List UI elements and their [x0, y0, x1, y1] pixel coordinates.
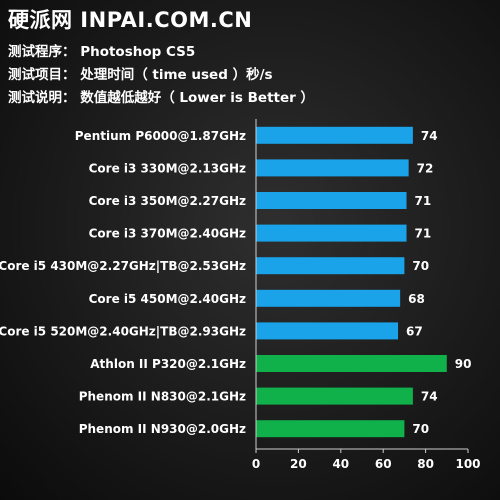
bar-intel — [256, 224, 407, 242]
bar-intel — [256, 159, 409, 177]
bar-intel — [256, 322, 399, 340]
bar-intel — [256, 289, 401, 307]
data-label: 71 — [415, 194, 432, 208]
data-label: 90 — [455, 357, 472, 371]
x-tick-label: 80 — [417, 457, 434, 471]
info-line-metric: 测试项目： 处理时间（ time used ）秒/s — [8, 67, 273, 83]
x-tick-label: 0 — [252, 457, 260, 471]
category-label: Core i5 520M@2.40GHz|TB@2.93GHz — [0, 324, 246, 338]
category-label: Core i5 450M@2.40GHz — [89, 292, 246, 306]
category-label: Phenom II N930@2.0GHz — [79, 422, 246, 436]
bar-amd — [256, 355, 447, 372]
category-label: Core i3 350M@2.27GHz — [89, 194, 246, 208]
x-tick-label: 100 — [455, 457, 480, 471]
chart-title: 硬派网 INPAI.COM.CN — [8, 8, 253, 32]
info-line-note: 测试说明： 数值越低越好（ Lower is Better ） — [8, 90, 314, 106]
info-line-program: 测试程序： Photoshop CS5 — [8, 44, 196, 60]
x-tick-label: 20 — [290, 457, 307, 471]
data-label: 68 — [408, 292, 425, 306]
category-label: Pentium P6000@1.87GHz — [75, 129, 246, 143]
bar-amd — [256, 387, 413, 405]
category-label: Core i3 330M@2.13GHz — [89, 161, 246, 175]
category-label: Athlon II P320@2.1GHz — [90, 357, 246, 371]
category-label: Phenom II N830@2.1GHz — [79, 390, 246, 404]
bar-amd — [256, 420, 405, 438]
data-label: 70 — [412, 259, 429, 273]
data-label: 67 — [406, 324, 423, 338]
bar-intel — [256, 257, 405, 275]
bar-intel — [256, 126, 413, 144]
x-tick-label: 60 — [375, 457, 392, 471]
category-label: Core i5 430M@2.27GHz|TB@2.53GHz — [0, 259, 246, 273]
data-label: 72 — [417, 161, 434, 175]
bar-intel — [256, 192, 407, 209]
category-label: Core i3 370M@2.40GHz — [89, 227, 246, 241]
data-label: 71 — [415, 227, 432, 241]
data-label: 74 — [421, 129, 438, 143]
data-label: 70 — [412, 422, 429, 436]
data-label: 74 — [421, 390, 438, 404]
x-tick-label: 40 — [332, 457, 349, 471]
